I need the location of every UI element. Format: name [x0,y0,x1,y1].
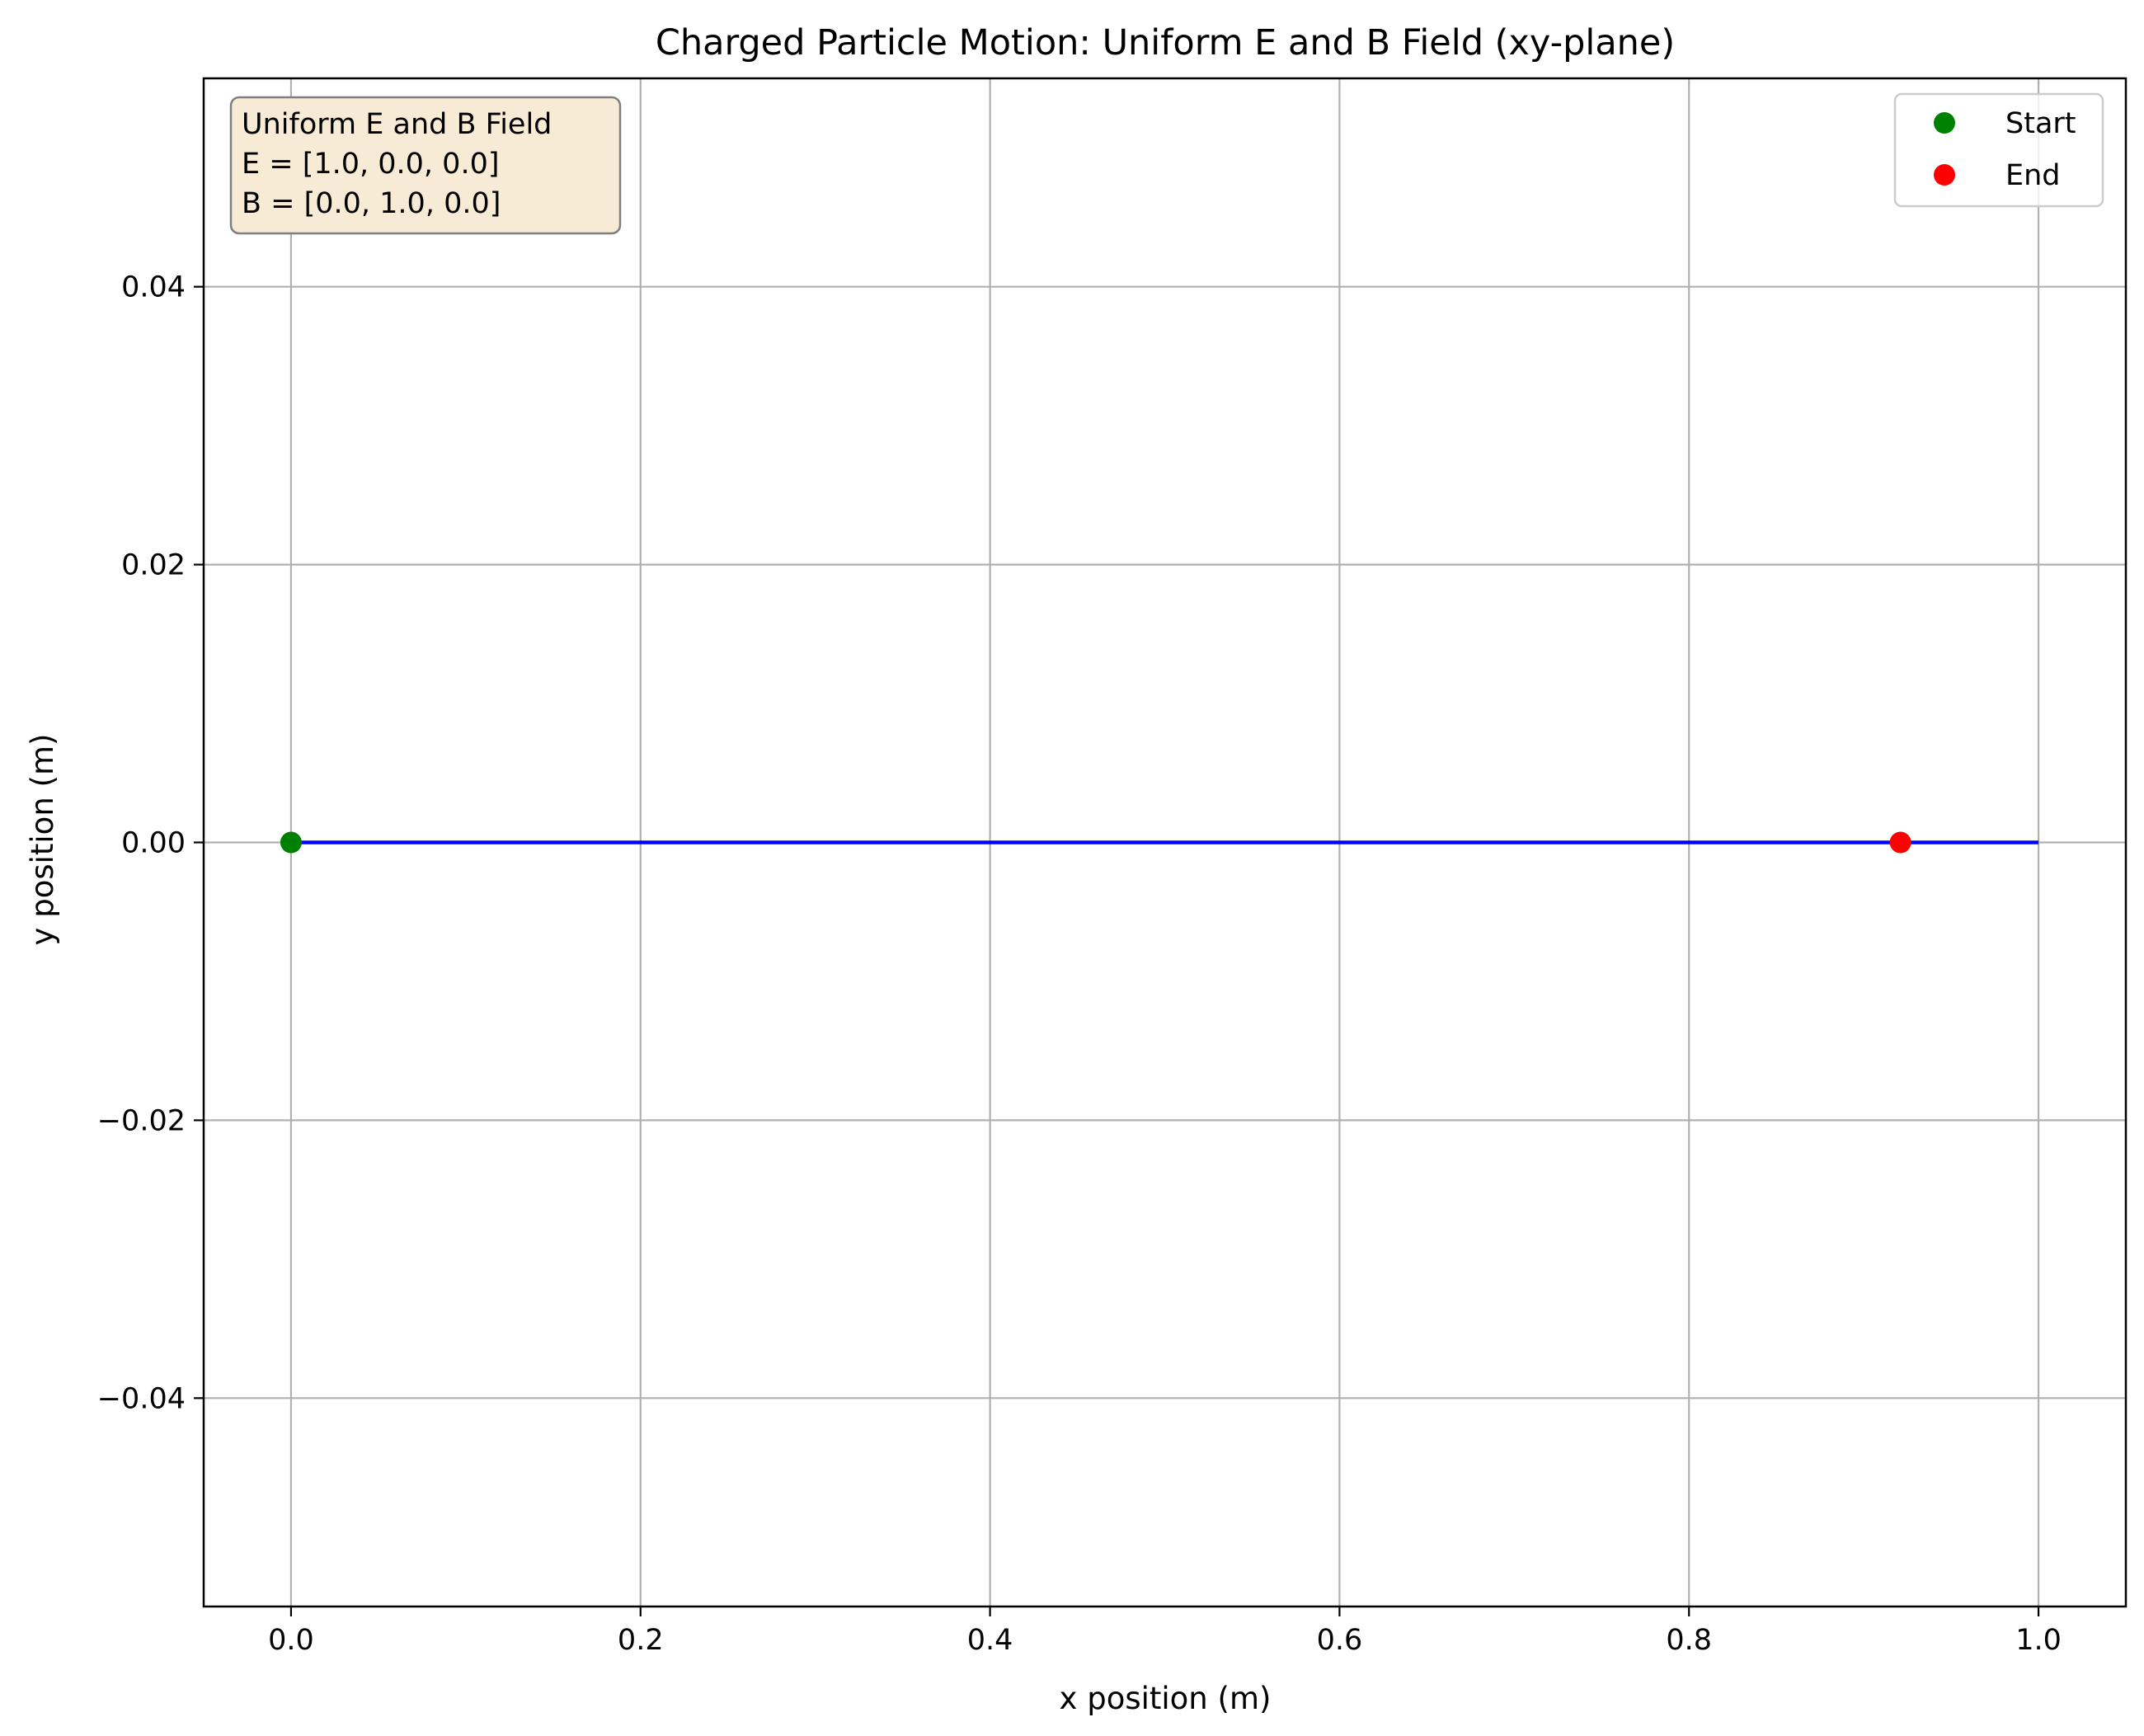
x-tick-label: 0.0 [268,1624,314,1657]
legend-end-marker [1934,164,1955,186]
x-tick-label: 0.4 [967,1624,1013,1657]
field-info-line-b-field: B = [0.0, 1.0, 0.0] [242,187,501,220]
chart-title: Charged Particle Motion: Uniform E and B… [656,22,1675,64]
legend-start-marker [1934,112,1955,134]
end-point-marker [1889,831,1911,854]
y-tick-label: 0.02 [121,549,186,582]
field-info-line-title: Uniform E and B Field [242,108,552,141]
y-tick-label: 0.04 [121,271,186,304]
marker-layer [280,831,1911,854]
x-tick-label: 0.6 [1317,1624,1363,1657]
x-tick-label: 0.2 [618,1624,664,1657]
y-axis-label: y position (m) [25,734,60,946]
x-tick-label: 1.0 [2015,1624,2062,1657]
y-tick-label: 0.00 [121,827,186,860]
legend-start-label: Start [2005,107,2076,140]
field-info-line-e-field: E = [1.0, 0.0, 0.0] [242,148,500,181]
start-point-marker [280,831,302,854]
x-tick-label: 0.8 [1666,1624,1712,1657]
tick-layer: 0.0 0.2 0.4 0.6 0.8 1.0 −0.04 −0.02 0.00 0.02 0.04 [97,271,2062,1657]
x-axis-label: x position (m) [1060,1681,1272,1716]
field-info-box: Uniform E and B Field E = [1.0, 0.0, 0.0… [229,96,622,235]
y-tick-label: −0.02 [97,1104,186,1137]
legend: Start End [1893,92,2104,208]
legend-end-label: End [2005,159,2061,192]
y-tick-label: −0.04 [97,1382,186,1415]
field-info-box-background [229,96,622,235]
